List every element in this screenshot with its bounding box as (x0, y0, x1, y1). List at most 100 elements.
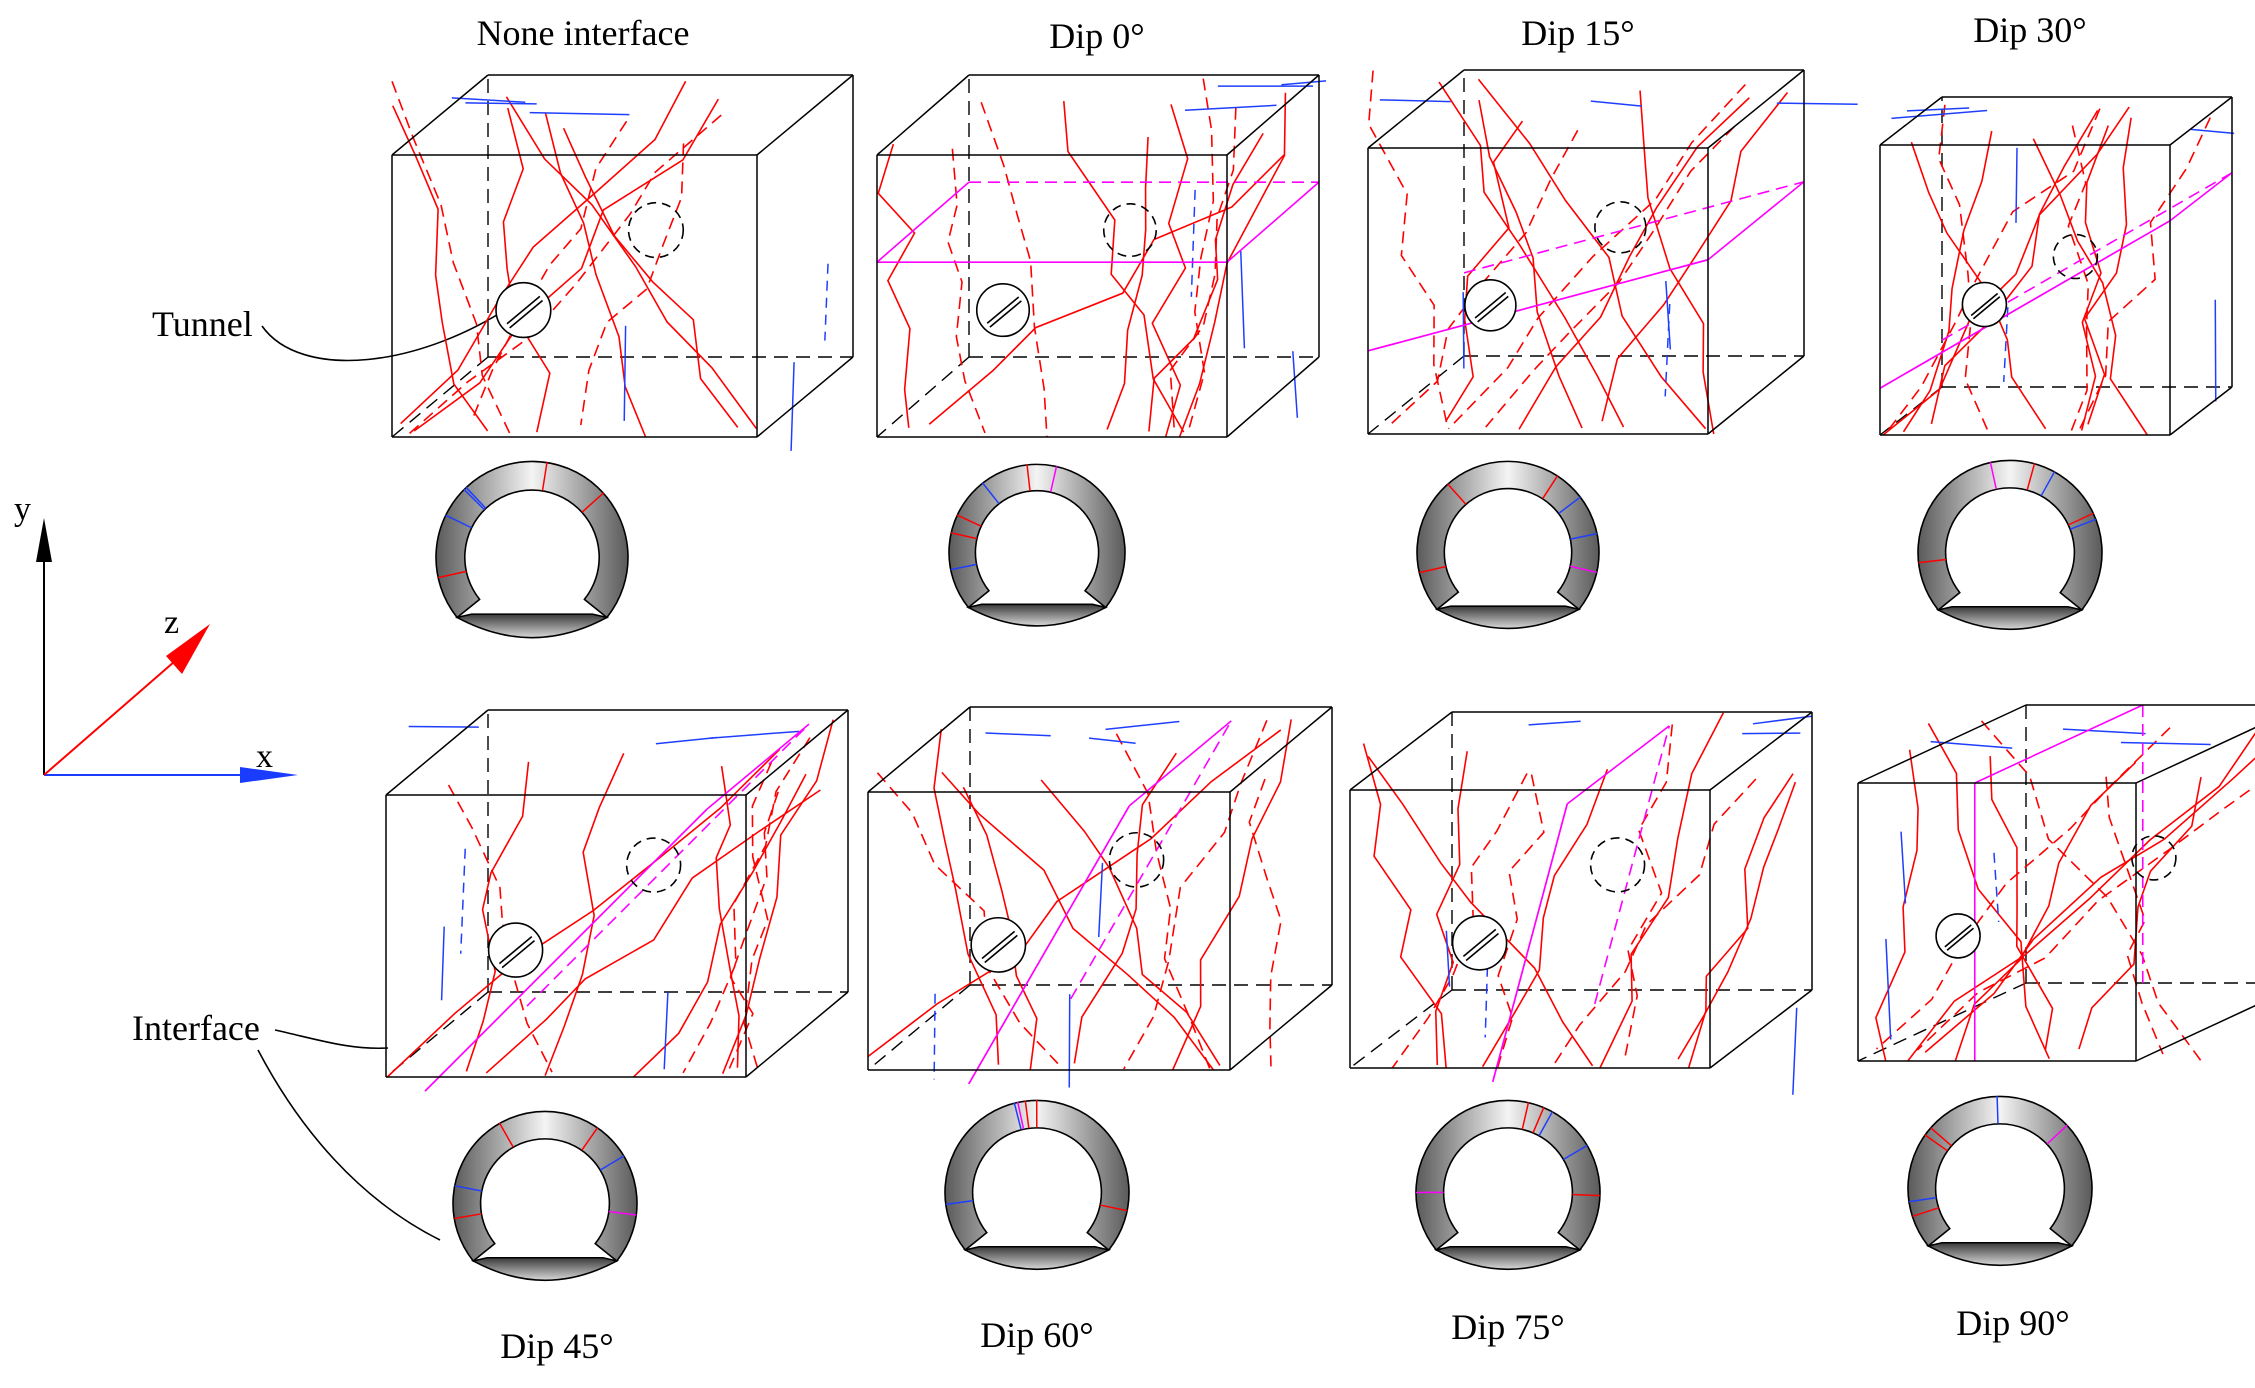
cube-edge (385, 709, 489, 796)
interface-line (2169, 172, 2233, 222)
crack-blue (1184, 104, 1277, 111)
lining-crack (956, 514, 982, 527)
interface-line (1974, 704, 2144, 784)
crack-blue (529, 111, 630, 116)
panel-dip-75 (1349, 711, 1813, 1270)
tunnel-axis (1474, 291, 1507, 319)
crack-red (1151, 104, 1189, 438)
y-arrow-head (36, 518, 52, 562)
crack-blue (1379, 99, 1451, 103)
interface-line (1566, 725, 1670, 805)
lining-crack (1930, 1127, 1952, 1147)
lining-arch (948, 463, 1126, 609)
crack-red (1367, 70, 1449, 428)
crack-blue (2002, 307, 2009, 382)
crack-red (485, 789, 821, 1074)
hidden-edge (391, 356, 489, 438)
crack-blue (709, 730, 800, 739)
interface-line (1070, 720, 1232, 1000)
label-dip-30: Dip 30° (1973, 10, 2086, 50)
crack-red (1639, 90, 1715, 435)
crack-red (941, 771, 1215, 1071)
interface-line (526, 723, 810, 1007)
interface-plane (1879, 172, 2233, 389)
crack-red (1434, 751, 1468, 1066)
crack-red (544, 752, 625, 1076)
crack-blue (655, 736, 718, 745)
lining-crack (1532, 1106, 1545, 1133)
crack-red (502, 107, 551, 433)
lining-crack (498, 1122, 514, 1148)
crack-blue (1776, 102, 1858, 105)
lining-crack (465, 486, 487, 509)
crack-red (2032, 138, 2149, 436)
lining-crack (454, 1185, 482, 1192)
lining-crack (1908, 1196, 1937, 1203)
cube-edge (1707, 355, 1805, 435)
tunnel-axis (1944, 924, 1972, 948)
crack-red (1518, 97, 1750, 430)
cube-edge (867, 706, 971, 793)
crack-red (391, 81, 513, 438)
interface-line (424, 808, 708, 1092)
cube-model (391, 74, 854, 451)
cube-model (867, 706, 1333, 1088)
lining-invert (1935, 605, 2085, 630)
crack-blue (1906, 107, 1970, 112)
crack-blue (459, 848, 466, 954)
interface-line (968, 805, 1130, 1085)
cube-edge (876, 74, 970, 156)
label-dip-15: Dip 15° (1521, 13, 1634, 53)
interface-plane (1367, 180, 1805, 352)
crack-red (1677, 781, 1797, 1060)
crack-red (632, 773, 807, 1078)
crack-pattern (867, 719, 1292, 1088)
crack-red (715, 765, 740, 1068)
lining-arch (1907, 1095, 2093, 1248)
hidden-edge (867, 984, 971, 1071)
tunnel-axis (986, 296, 1020, 324)
panel-dip-60 (867, 706, 1333, 1270)
lining-crack (581, 1127, 599, 1151)
lining-invert (1925, 1241, 2075, 1266)
lining-crack (2040, 471, 2056, 497)
crack-blue (1792, 1007, 1798, 1095)
crack-blue (1445, 930, 1451, 987)
crack-blue (465, 102, 537, 105)
crack-red (1148, 132, 1264, 432)
z-axis (43, 647, 191, 776)
crack-red (1477, 78, 1707, 430)
interface-line (1128, 720, 1232, 807)
cube-edge (2135, 1004, 2255, 1062)
crack-red (2080, 125, 2110, 431)
cube-edge (745, 709, 849, 796)
interface-leader-line-1 (274, 1029, 389, 1050)
lining-arch (944, 1099, 1130, 1252)
panel-none-interface (391, 74, 854, 639)
crack-red (1478, 99, 1583, 429)
lining-crack (1024, 1100, 1030, 1129)
tunnel-lining (1907, 1095, 2093, 1266)
lining-crack (1419, 565, 1447, 574)
lining-crack (1924, 1134, 1948, 1152)
label-dip-90: Dip 90° (1956, 1303, 2069, 1343)
lining-arch (1917, 459, 2103, 612)
tunnel-leader-line (261, 299, 521, 362)
lining-crack (438, 570, 467, 579)
crack-blue (2015, 147, 2018, 223)
crack-red (1367, 755, 1594, 1067)
crack-blue (2120, 741, 2211, 746)
crack-red (465, 761, 530, 1072)
cube-model (1857, 704, 2255, 1062)
crack-blue (1462, 292, 1465, 369)
crack-red (1171, 719, 1292, 1071)
crack-red (743, 761, 773, 1072)
crack-blue (1993, 852, 2000, 922)
tunnel-axis (1972, 296, 2001, 320)
hidden-edge (1857, 982, 2027, 1062)
interface-leader-line-2 (257, 1049, 441, 1241)
lining-crack (2069, 518, 2097, 530)
lining-crack (581, 492, 605, 513)
lining-crack (1542, 475, 1559, 499)
